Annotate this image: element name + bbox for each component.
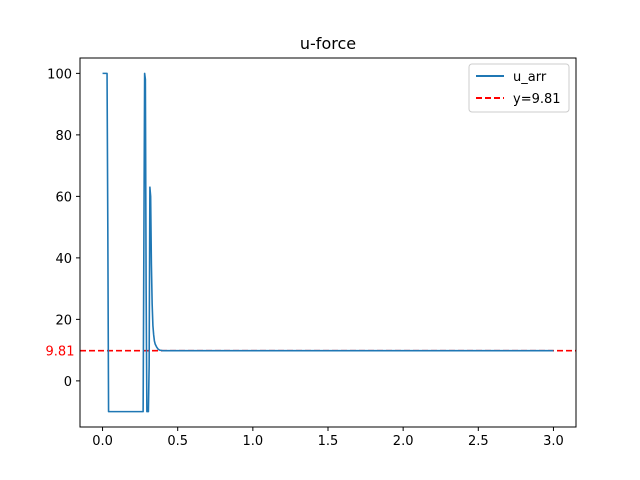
x-tick-label: 0.5 bbox=[167, 434, 188, 449]
legend-label-u-arr: u_arr bbox=[513, 70, 547, 85]
y-tick-label: 60 bbox=[55, 190, 72, 205]
x-tick-label: 1.0 bbox=[243, 434, 264, 449]
y-tick-label: 100 bbox=[47, 67, 72, 82]
legend-label-y-9-81: y=9.81 bbox=[513, 92, 561, 107]
x-tick-label: 1.5 bbox=[318, 434, 339, 449]
legend: u_arr y=9.81 bbox=[468, 63, 570, 113]
y-tick-label: 40 bbox=[55, 252, 72, 267]
x-tick-label: 0.0 bbox=[92, 434, 113, 449]
chart-title: u-force bbox=[300, 34, 356, 53]
y-tick-label: 0 bbox=[64, 375, 72, 390]
y-tick-label: 20 bbox=[55, 313, 72, 328]
x-tick-label: 2.5 bbox=[468, 434, 489, 449]
x-tick-label: 2.0 bbox=[393, 434, 414, 449]
series-line-u-arr bbox=[102, 72, 554, 413]
x-tick-label: 3.0 bbox=[543, 434, 564, 449]
axes-frame bbox=[79, 57, 577, 428]
y-tick-label: 80 bbox=[55, 129, 72, 144]
reference-line-label: 9.81 bbox=[46, 345, 75, 360]
